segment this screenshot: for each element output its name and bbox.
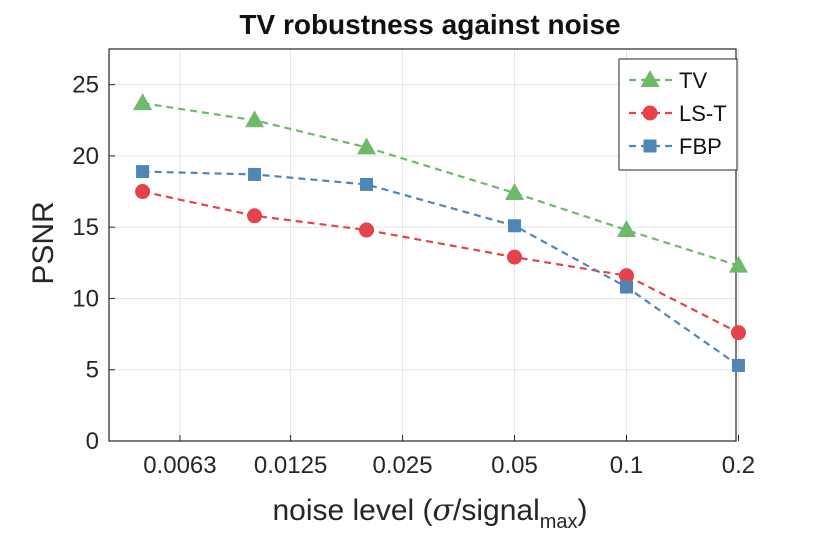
legend-item-ls-t: LS-T (629, 101, 727, 126)
legend-marker (643, 139, 657, 153)
series-group (133, 93, 748, 372)
y-tick-label: 25 (72, 72, 99, 99)
legend-marker (642, 105, 658, 121)
series-line-fbp (142, 170, 740, 367)
series-line-ls-t (142, 190, 739, 334)
data-point-ls-t (135, 184, 151, 200)
y-axis-label: PSNR (27, 201, 60, 284)
data-point-ls-t (730, 325, 746, 341)
series-tv (133, 93, 748, 273)
x-axis-label-start: noise level ( (272, 494, 432, 527)
legend-label: LS-T (679, 101, 727, 126)
data-point-ls-t (618, 268, 634, 284)
x-axis-label-sigma: σ (433, 493, 455, 528)
data-point-fbp (248, 167, 262, 181)
x-axis-ticks: 0.0063 0.0125 0.025 0.05 0.1 0.2 (143, 435, 755, 479)
chart-title: TV robustness against noise (239, 9, 620, 40)
series-ls-t (135, 184, 746, 341)
legend-item-tv: TV (629, 68, 707, 93)
data-point-fbp (360, 177, 374, 191)
y-tick-label: 20 (72, 143, 99, 170)
x-tick-label: 0.0125 (254, 452, 327, 479)
y-tick-label: 10 (72, 285, 99, 312)
data-point-tv (133, 93, 153, 111)
x-tick-label: 0.0063 (143, 452, 216, 479)
y-tick-label: 15 (72, 214, 99, 241)
series-fbp (136, 165, 745, 372)
y-tick-label: 5 (86, 357, 99, 384)
data-point-fbp (731, 358, 745, 372)
data-point-tv (357, 137, 377, 155)
y-axis-ticks: 0 5 10 15 20 25 (72, 72, 115, 455)
data-point-fbp (619, 280, 633, 294)
legend-item-fbp: FBP (629, 134, 722, 159)
x-tick-label: 0.1 (610, 452, 643, 479)
data-point-tv (616, 220, 636, 238)
legend-label: FBP (679, 134, 722, 159)
data-point-tv (728, 255, 748, 273)
x-axis-label-subscript: max (540, 511, 578, 533)
plot-frame (108, 48, 737, 442)
data-point-fbp (136, 165, 150, 179)
x-tick-label: 0.05 (491, 452, 538, 479)
legend: TV LS-T FBP (618, 58, 738, 171)
x-axis-label-end: ) (578, 494, 588, 527)
grid (109, 49, 739, 442)
data-point-ls-t (507, 249, 523, 265)
legend-box (618, 58, 738, 171)
data-point-tv (245, 110, 265, 128)
series-line-tv (142, 102, 739, 267)
legend-marker (640, 70, 660, 87)
x-tick-label: 0.2 (722, 452, 755, 479)
x-axis-label-mid: /signal (453, 494, 540, 527)
data-point-tv (505, 182, 525, 200)
data-point-ls-t (247, 208, 263, 224)
x-axis-label: noise level (σ/signalmax) (272, 493, 587, 533)
y-tick-label: 0 (86, 428, 99, 455)
data-point-ls-t (359, 222, 375, 238)
x-tick-label: 0.025 (373, 452, 433, 479)
legend-label: TV (679, 68, 707, 93)
data-point-fbp (508, 219, 522, 233)
